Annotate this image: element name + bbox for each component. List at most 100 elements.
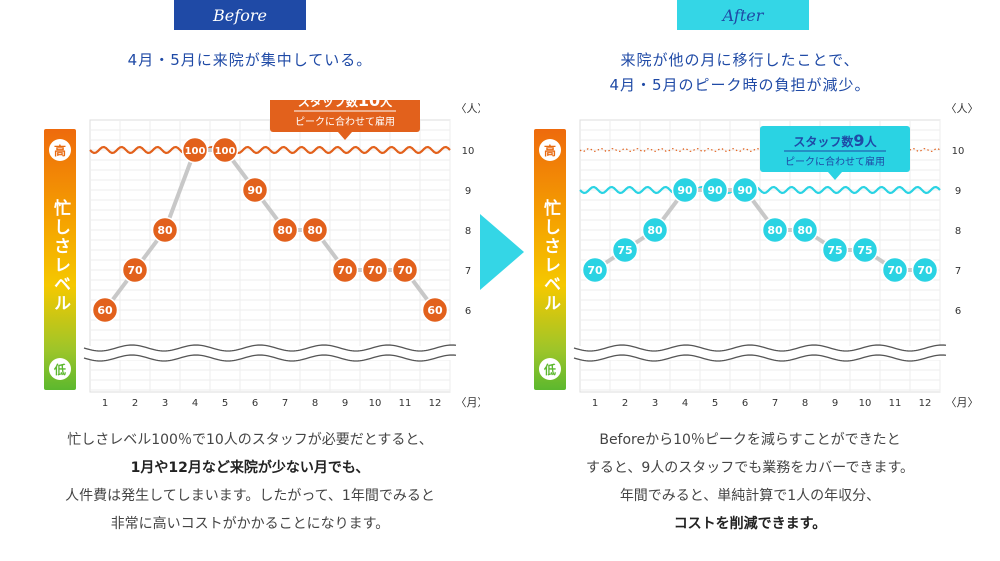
x-tick-label: 11	[889, 398, 902, 409]
x-tick-label: 5	[712, 398, 718, 409]
after-subtitle-line-1: 来院が他の月に移行したことで、	[620, 51, 860, 69]
data-point	[701, 176, 729, 204]
x-tick-label: 12	[919, 398, 932, 409]
arrow-icon	[480, 214, 524, 290]
data-label: 60	[97, 304, 113, 317]
data-point	[121, 256, 149, 284]
after-tab: After	[677, 0, 809, 30]
y-tick-label: 7	[465, 266, 471, 277]
after-description: Beforeから10％ピークを減らすことができたと すると、9人のスタッフでも業…	[520, 426, 980, 538]
data-point	[151, 216, 179, 244]
data-point	[851, 236, 879, 264]
data-label: 70	[127, 264, 143, 277]
after-desc-line-4: コストを削減できます。	[673, 516, 827, 532]
x-tick-label: 3	[162, 398, 168, 409]
before-description: 忙しさレベル100％で10人のスタッフが必要だとすると、 1月や12月など来院が…	[20, 426, 480, 538]
staff-level-line	[579, 185, 941, 195]
x-tick-label: 10	[369, 398, 382, 409]
callout-title: スタッフ数9人	[793, 131, 877, 150]
x-tick-label: 2	[622, 398, 628, 409]
x-tick-label: 8	[802, 398, 808, 409]
data-point	[911, 256, 939, 284]
data-point	[241, 176, 269, 204]
data-label: 80	[797, 224, 813, 237]
data-label: 60	[427, 304, 443, 317]
callout-title: スタッフ数10人	[298, 100, 393, 110]
data-point	[761, 216, 789, 244]
data-point	[271, 216, 299, 244]
data-label: 100	[185, 146, 206, 157]
data-point	[881, 256, 909, 284]
y-tick-label: 10	[462, 146, 475, 157]
x-tick-label: 3	[652, 398, 658, 409]
low-badge: 低	[49, 358, 71, 380]
data-point	[581, 256, 609, 284]
data-point	[731, 176, 759, 204]
y-tick-label: 7	[955, 266, 961, 277]
data-point	[361, 256, 389, 284]
data-label: 80	[157, 224, 173, 237]
data-point	[641, 216, 669, 244]
x-tick-label: 1	[102, 398, 108, 409]
data-label: 90	[707, 184, 723, 197]
busy-level-label: 忙しさレベル	[540, 199, 560, 313]
busy-level-bar-after: 高 忙しさレベル 低	[534, 129, 566, 390]
before-line-chart: 678910〈人〉123456789101112〈月〉6070801001009…	[83, 100, 481, 409]
y-tick-label: 6	[465, 306, 471, 317]
x-tick-label: 7	[772, 398, 778, 409]
y-axis-label: 〈人〉	[946, 102, 979, 115]
data-label: 90	[247, 184, 263, 197]
data-label: 80	[277, 224, 293, 237]
data-label: 70	[337, 264, 353, 277]
before-desc-line-2: 1月や12月など来院が少ない月でも、	[130, 460, 370, 476]
x-tick-label: 4	[682, 398, 688, 409]
before-desc-line-3: 人件費は発生してしまいます。したがって、1年間でみると	[65, 488, 435, 504]
data-point	[671, 176, 699, 204]
y-tick-label: 9	[465, 186, 471, 197]
data-point	[91, 296, 119, 324]
data-label: 80	[647, 224, 663, 237]
before-desc-line-1: 忙しさレベル100％で10人のスタッフが必要だとすると、	[67, 432, 433, 448]
after-desc-line-1: Beforeから10％ピークを減らすことができたと	[599, 432, 901, 448]
data-point	[791, 216, 819, 244]
data-point	[391, 256, 419, 284]
data-point	[181, 136, 209, 164]
before-subtitle-line: 4月・5月に来院が集中している。	[127, 51, 373, 69]
after-subtitle: 来院が他の月に移行したことで、 4月・5月のピーク時の負担が減少。	[520, 48, 960, 98]
data-point	[611, 236, 639, 264]
data-label: 80	[307, 224, 323, 237]
x-tick-label: 1	[592, 398, 598, 409]
y-axis-label: 〈人〉	[456, 102, 481, 115]
data-label: 75	[617, 244, 632, 257]
before-tab: Before	[174, 0, 306, 30]
y-tick-label: 9	[955, 186, 961, 197]
x-axis-label: 〈月〉	[456, 396, 481, 409]
x-tick-label: 8	[312, 398, 318, 409]
high-badge: 高	[539, 139, 561, 161]
callout-subtitle: ピークに合わせて雇用	[785, 155, 885, 168]
data-label: 80	[767, 224, 783, 237]
x-tick-label: 2	[132, 398, 138, 409]
data-label: 75	[827, 244, 842, 257]
after-desc-line-2: すると、9人のスタッフでも業務をカバーできます。	[585, 460, 915, 476]
data-label: 100	[215, 146, 236, 157]
x-tick-label: 10	[859, 398, 872, 409]
data-point	[421, 296, 449, 324]
data-label: 70	[397, 264, 413, 277]
callout-subtitle: ピークに合わせて雇用	[295, 115, 395, 128]
y-tick-label: 8	[955, 226, 961, 237]
data-point	[821, 236, 849, 264]
data-label: 90	[737, 184, 753, 197]
data-label: 70	[887, 264, 903, 277]
x-axis-label: 〈月〉	[946, 396, 979, 409]
busy-level-bar-before: 高 忙しさレベル 低	[44, 129, 76, 390]
x-tick-label: 6	[252, 398, 258, 409]
data-point	[301, 216, 329, 244]
x-tick-label: 5	[222, 398, 228, 409]
high-badge: 高	[49, 139, 71, 161]
x-tick-label: 6	[742, 398, 748, 409]
y-tick-label: 6	[955, 306, 961, 317]
x-tick-label: 9	[342, 398, 348, 409]
